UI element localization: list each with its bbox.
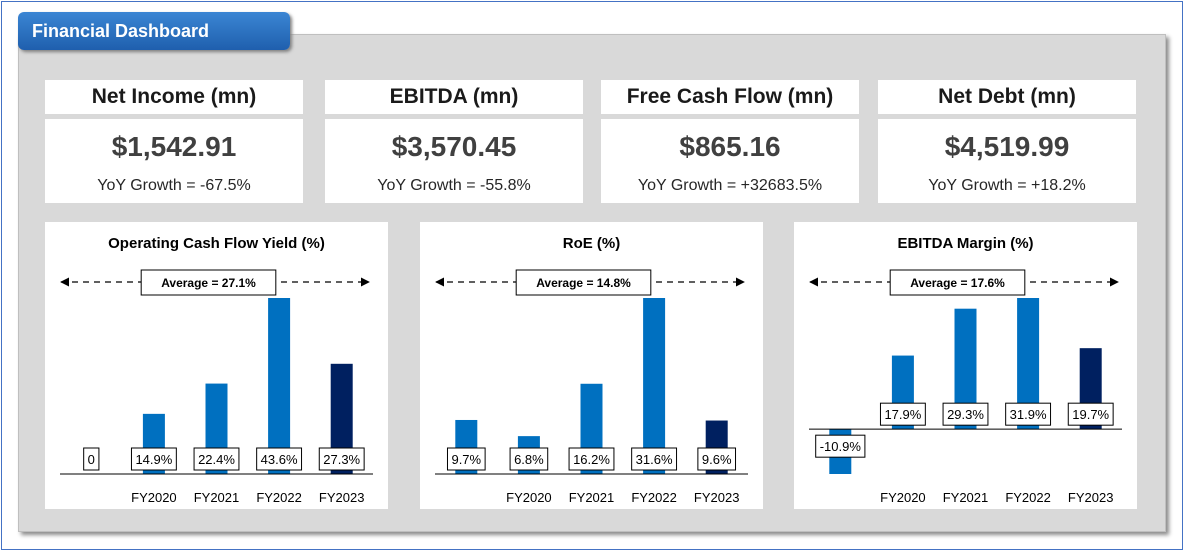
value-label-box (631, 447, 678, 471)
value-label-box (942, 402, 989, 426)
value-label: 17.9% (884, 407, 921, 422)
value-label: 9.6% (702, 452, 732, 467)
value-label-box (815, 434, 866, 458)
x-tick-label: FY2020 (131, 490, 177, 505)
kpi-card: $4,519.99 YoY Growth = +18.2% (878, 119, 1136, 203)
bar (330, 363, 353, 474)
kpi-card: $865.16 YoY Growth = +32683.5% (601, 119, 859, 203)
value-label: 14.9% (135, 452, 172, 467)
bar (268, 298, 291, 474)
x-tick-label: FY2022 (631, 490, 677, 505)
kpi-title: Net Income (mn) (45, 80, 303, 114)
chart-title: Operating Cash Flow Yield (%) (108, 235, 325, 252)
x-tick-label: FY2020 (880, 490, 926, 505)
value-label: 22.4% (198, 452, 235, 467)
kpi-value: $865.16 (679, 131, 781, 162)
bar (954, 308, 977, 430)
kpi-title: Free Cash Flow (mn) (601, 80, 859, 114)
x-tick-label: FY2021 (569, 490, 615, 505)
chart-title: EBITDA Margin (%) (897, 235, 1033, 252)
value-label-box (256, 447, 303, 471)
value-label-box (509, 447, 549, 471)
annotation-box (515, 269, 652, 296)
kpi-growth: YoY Growth = +18.2% (928, 177, 1086, 194)
dashboard-title: Financial Dashboard (18, 12, 290, 50)
annotation: Average = 27.1% (161, 276, 256, 290)
x-tick-label: FY2022 (256, 490, 302, 505)
value-label-box (193, 447, 240, 471)
kpi-growth: YoY Growth = +32683.5% (637, 177, 823, 194)
annotation: Average = 14.8% (536, 276, 631, 290)
value-label: 43.6% (261, 452, 298, 467)
kpi-value: $1,542.91 (111, 131, 237, 162)
value-label: 19.7% (1072, 407, 1109, 422)
x-tick-label: FY2023 (694, 490, 740, 505)
x-tick-label: FY2021 (194, 490, 240, 505)
kpi-card: $3,570.45 YoY Growth = -55.8% (325, 119, 583, 203)
kpi-title: Net Debt (mn) (878, 80, 1136, 114)
x-tick-label: FY2020 (506, 490, 552, 505)
value-label: -10.9% (820, 439, 862, 454)
bar (1017, 298, 1040, 430)
value-label-box (1067, 402, 1114, 426)
value-label: 29.3% (947, 407, 984, 422)
value-label-box (446, 447, 486, 471)
kpi-card: $1,542.91 YoY Growth = -67.5% (45, 119, 303, 203)
value-label: 31.9% (1010, 407, 1047, 422)
value-label-box (318, 447, 365, 471)
x-tick-label: FY2023 (319, 490, 365, 505)
bar (643, 298, 666, 474)
value-label: 27.3% (323, 452, 360, 467)
value-label-box (879, 402, 926, 426)
value-label: 16.2% (573, 452, 610, 467)
kpi-growth: YoY Growth = -55.8% (377, 177, 531, 194)
value-label-box (130, 447, 177, 471)
value-label-box (697, 447, 737, 471)
value-label-box (1005, 402, 1052, 426)
value-label: 0 (88, 452, 95, 467)
value-label: 6.8% (514, 452, 544, 467)
kpi-title: EBITDA (mn) (325, 80, 583, 114)
x-tick-label: FY2021 (943, 490, 989, 505)
kpi-growth: YoY Growth = -67.5% (97, 177, 251, 194)
x-tick-label: FY2022 (1005, 490, 1051, 505)
kpi-value: $4,519.99 (944, 131, 1070, 162)
value-label: 9.7% (451, 452, 481, 467)
annotation-box (140, 269, 277, 296)
annotation-box (889, 269, 1026, 296)
x-tick-label: FY2023 (1068, 490, 1114, 505)
annotation: Average = 17.6% (910, 276, 1005, 290)
value-label: 31.6% (636, 452, 673, 467)
value-label-box (83, 447, 100, 471)
value-label-box (568, 447, 615, 471)
chart-title: RoE (%) (563, 235, 621, 252)
kpi-value: $3,570.45 (391, 131, 517, 162)
